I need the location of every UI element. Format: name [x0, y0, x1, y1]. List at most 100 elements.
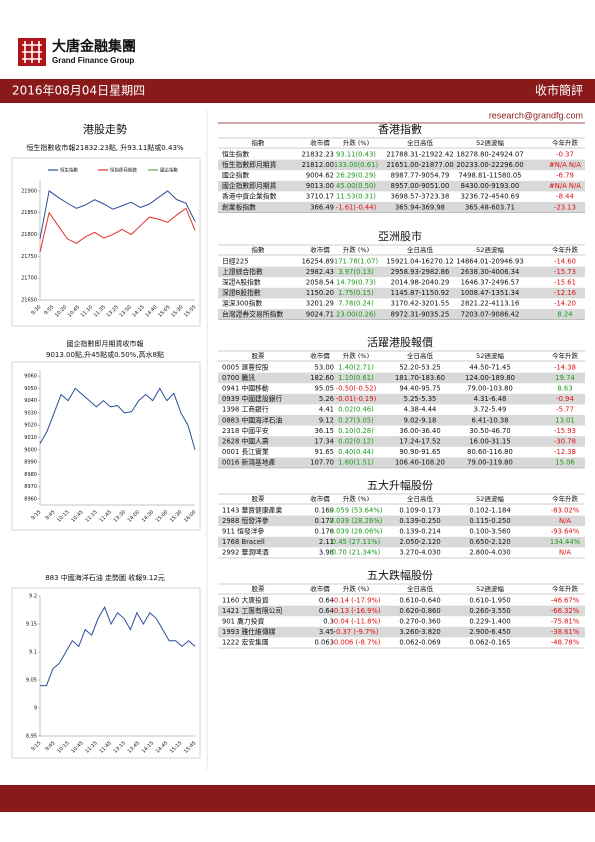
y-tick-label: 21900 [21, 188, 37, 194]
table-cell: 2958.93-2982.86 [391, 268, 450, 276]
table-cell: 17.34 [315, 438, 334, 446]
row-shade [218, 436, 585, 447]
column-header: 今年升跌 [552, 351, 579, 360]
table-cell: 日經225 [222, 256, 249, 265]
table-cell: 1150.20 [306, 289, 334, 297]
table-cell: 1.10(0.61) [338, 374, 374, 382]
table-cell: 1143 華寶健康產業 [222, 505, 282, 514]
table-cell: -15.73 [554, 268, 576, 276]
table-cell: 0941 中國移動 [222, 384, 269, 393]
y-tick-label: 21800 [21, 232, 37, 238]
table-cell: 上證綜合指數 [222, 267, 263, 276]
table-cell: 0.45 (27.11%) [332, 538, 381, 546]
column-header: 升跌 (%) [343, 245, 369, 254]
column-header: 今年升跌 [552, 584, 579, 593]
table-cell: 1008.47-1351.34 [461, 289, 520, 297]
column-header: 全日高低 [407, 584, 434, 593]
table-cell: 365.94-369.98 [395, 203, 445, 211]
legend-label: 恒生指數 [60, 167, 78, 174]
table-cell: 0.039 (28.06%) [330, 528, 383, 536]
table-cell: 16254.89 [302, 257, 334, 265]
table-cell: 0.610-0.640 [399, 596, 440, 604]
table-cell: 15921.04-16270.12 [386, 257, 453, 265]
table-cell: 0.039 (28.26%) [330, 517, 383, 525]
table-cell: 19.74 [555, 374, 574, 382]
table-cell: 0.40(0.44) [338, 448, 374, 456]
table-cell: 2318 中國平安 [222, 426, 269, 435]
table-cell: 14.79(0.73) [336, 279, 376, 287]
table-cell: -5.77 [556, 406, 574, 414]
table-cell: 9024.71 [306, 310, 334, 318]
column-header: 升跌 (%) [343, 138, 369, 147]
table-cell: 創業板指數 [222, 202, 256, 211]
chart-frame [11, 157, 201, 327]
table-cell: 0939 中國建設銀行 [222, 394, 282, 403]
table-cell: 7203.07-9086.42 [461, 310, 520, 318]
column-header: 全日高低 [407, 245, 434, 254]
chart-caption: 恒生指數收市報21832.23點, 升93.11點或0.43% [26, 143, 183, 152]
table-cell: 7498.81-11580.05 [459, 172, 522, 180]
table-cell: -0.50(-0.52) [336, 385, 377, 393]
table-cell: 7.78(0.24) [338, 300, 374, 308]
table-cell: 79.00-103.80 [467, 385, 513, 393]
table-cell: 恒生指數 [222, 149, 249, 158]
y-tick-label: 9.05 [26, 678, 37, 684]
column-header: 52週波幅 [476, 138, 504, 147]
table-cell: 恒生指數即月期貨 [222, 160, 277, 169]
table-cell: -0.37 [556, 150, 574, 158]
column-header: 升跌 (%) [343, 351, 369, 360]
table-cell: 0.27(3.05) [338, 416, 374, 424]
row-shade [218, 415, 585, 426]
table-cell: 0.139-0.250 [399, 517, 440, 525]
y-tick-label: 21700 [21, 276, 37, 282]
row-shade [218, 180, 585, 192]
table-cell: 2.900-6.450 [469, 628, 510, 636]
table-cell: 1421 工匯有限公司 [222, 606, 282, 615]
table-cell: 0700 騰訊 [222, 373, 255, 382]
left-title: 港股走勢 [83, 122, 127, 136]
chart-caption: 883 中國海洋石油 走勢圖 收報9.12元 [45, 573, 165, 582]
table-cell: -15.61 [554, 279, 576, 287]
table-cell: 36.00-36.40 [399, 427, 440, 435]
table-cell: 21788.31-21922.42 [386, 150, 453, 158]
y-tick-label: 9.2 [29, 594, 37, 600]
table-cell: -0.04 (-11.8%) [331, 618, 380, 626]
table-cell: -0.37 (-9.7%) [334, 628, 379, 636]
y-tick-label: 8960 [24, 496, 37, 502]
table-cell: 香港中資企業指數 [222, 192, 277, 201]
table-cell: 26.29(0.29) [336, 172, 376, 180]
table-cell: 1993 雅仕維傳媒 [222, 627, 276, 636]
table-cell: 2.050-2.120 [399, 538, 440, 546]
table-cell: 國企指數 [222, 171, 249, 180]
table-cell: 8957.00-9051.00 [391, 182, 450, 190]
table-cell: 0.270-0.360 [399, 618, 440, 626]
price-line [39, 387, 196, 450]
table-cell: 2.11 [319, 538, 334, 546]
row-shade [218, 287, 585, 299]
table-cell: 深證B股指數 [222, 288, 261, 297]
table-cell: 8430.00-9193.00 [461, 182, 520, 190]
table-cell: 1.75(0.15) [338, 289, 374, 297]
table-cell: 30.50-46.70 [469, 427, 510, 435]
table-cell: -12.38 [554, 448, 576, 456]
table-cell: 2058.54 [306, 279, 334, 287]
table-cell: 181.70-183.60 [395, 374, 445, 382]
y-tick-label: 21850 [21, 210, 37, 216]
row-shade [218, 626, 585, 638]
table-cell: 1145.87-1150.92 [391, 289, 450, 297]
row-shade [218, 372, 585, 384]
y-tick-label: 9.1 [29, 650, 37, 656]
column-header: 收市價 [310, 584, 330, 593]
table-cell: 2821.22-4113.16 [461, 300, 520, 308]
table-cell: 17.24-17.52 [399, 438, 440, 446]
table-cell: 53.00 [315, 363, 334, 371]
table-cell: 9004.62 [306, 172, 334, 180]
table-title: 亞洲股市 [378, 229, 422, 243]
table-cell: 18278.80-24924.07 [456, 150, 523, 158]
row-shade [218, 536, 585, 548]
table-cell: 901 鷹力投資 [222, 617, 265, 626]
table-cell: 79.00-119.80 [467, 459, 513, 467]
table-cell: -15.93 [554, 427, 576, 435]
table-cell: 107.70 [310, 459, 334, 467]
company-zh: 大唐金融集團 [52, 38, 136, 55]
